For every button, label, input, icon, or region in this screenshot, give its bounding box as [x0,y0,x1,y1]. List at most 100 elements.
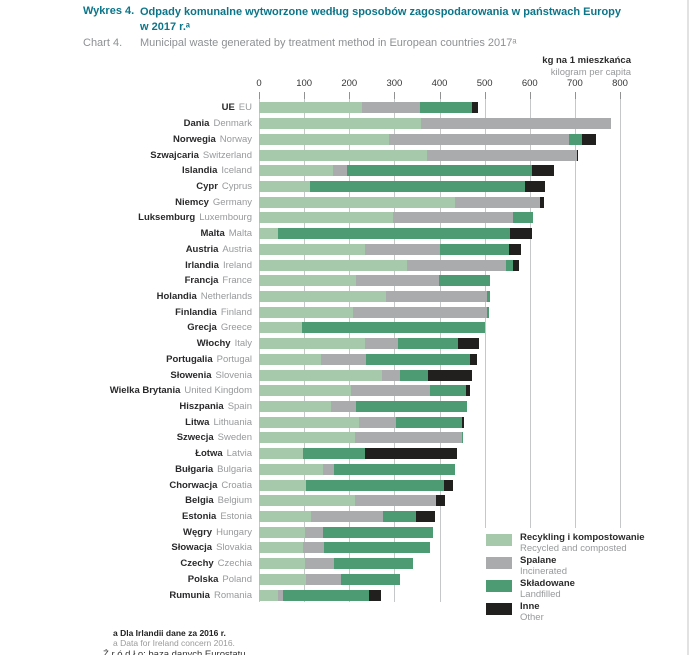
axis-tick-label: 0 [256,78,262,89]
bar-segment-recycled [259,212,394,224]
country-label-en: Slovenia [215,369,252,381]
bar-segment-other [364,448,457,460]
bar-segment-incinerated [352,306,488,318]
country-label-pl: Rumunia [169,589,210,601]
country-label-pl: Malta [200,228,225,240]
bar-segment-recycled [259,385,351,397]
country-label: Słowenia Slovenia [0,370,252,381]
axis-tick-label: 100 [296,78,313,89]
grid-line [529,99,531,528]
axis-tick-mark [529,92,531,99]
chart-row: Litwa Lithuania [0,414,660,430]
chart-row: Belgia Belgium [0,493,660,509]
country-label: Islandia Iceland [0,165,252,176]
legend-swatch-incinerated [486,557,512,569]
country-label: Polska Poland [0,574,252,585]
bar-segment-other [444,479,454,491]
bar-segment-recycled [259,228,278,240]
bar-segment-recycled [259,573,306,585]
country-label-en: Slovakia [216,542,252,554]
bar-segment-other [469,353,478,365]
chart-row: Malta Malta [0,226,660,242]
stacked-bar [259,196,545,208]
country-label-en: Switzerland [202,149,252,161]
bar-segment-incinerated [426,149,577,161]
country-label: Estonia Estonia [0,511,252,522]
bar-segment-recycled [259,275,357,287]
country-label: Litwa Lithuania [0,417,252,428]
chart-number-label-pl: Wykres 4. [83,5,135,17]
bar-segment-other [466,385,470,397]
country-label-en: Poland [222,573,252,585]
country-label-pl: Belgia [185,495,214,507]
grid-line [574,99,576,528]
country-label-pl: Portugalia [166,353,213,365]
axis-unit-label: kg na 1 mieszkańca kilogram per capita [542,55,631,79]
bar-segment-other [540,196,545,208]
legend-item: Inne Other [486,601,645,623]
stacked-bar [259,416,465,428]
chart-row: Francja France [0,273,660,289]
stacked-bar [259,448,457,460]
bar-segment-incinerated [407,259,506,271]
axis-tick-mark [259,92,260,99]
footnote-en: a Data for Ireland concern 2016. [113,638,235,648]
country-label: Luksemburg Luxembourg [0,212,252,223]
bar-segment-landfilled [420,102,473,114]
chart-row: Cypr Cyprus [0,179,660,195]
legend-label-pl: Spalane [520,555,557,566]
bar-segment-incinerated [304,558,335,570]
chart-row: Norwegia Norway [0,131,660,147]
bar-segment-landfilled [487,306,490,318]
bar-segment-landfilled [430,385,467,397]
chart-row: Austria Austria [0,241,660,257]
bar-segment-recycled [259,511,312,523]
country-label-en: Croatia [221,479,252,491]
bar-segment-incinerated [333,165,347,177]
grid-line [394,99,396,602]
bar-segment-recycled [259,432,355,444]
bar-segment-incinerated [420,118,611,130]
bar-segment-landfilled [324,542,430,554]
bar-segment-other [436,495,445,507]
chart-row: Szwecja Sweden [0,430,660,446]
legend-label-en: Landfilled [520,589,561,600]
country-label-en: Czechia [217,558,252,570]
bar-segment-landfilled [334,463,455,475]
stacked-bar [259,432,464,444]
country-label: Irlandia Ireland [0,260,252,271]
bar-segment-recycled [259,542,303,554]
bar-segment-incinerated [305,573,342,585]
country-label-pl: Łotwa [195,448,223,460]
chart-row: Włochy Italy [0,336,660,352]
chart-row: Czechy Czechia [0,556,660,572]
country-label-en: Germany [212,196,252,208]
country-label-pl: Szwajcaria [150,149,199,161]
country-label-en: Estonia [220,511,252,523]
country-label-en: Norway [219,133,252,145]
legend-label: Inne Other [520,601,544,623]
bar-segment-other [368,589,382,601]
bar-segment-incinerated [354,432,463,444]
country-label: Belgia Belgium [0,495,252,506]
bar-segment-other [525,180,546,192]
country-label-en: Sweden [217,432,252,444]
chart-row: Irlandia Ireland [0,257,660,273]
country-label-pl: Polska [187,573,219,585]
country-label-en: Greece [220,322,252,334]
country-label-en: Hungary [216,526,252,538]
bar-segment-landfilled [395,416,463,428]
country-label-en: Austria [222,243,252,255]
bar-segment-recycled [259,165,334,177]
axis-tick-label: 800 [612,78,628,89]
country-label-en: Finland [220,306,252,318]
country-label-pl: Litwa [185,416,210,428]
bar-segment-incinerated [365,243,441,255]
chart-row: Wielka Brytania United Kingdom [0,383,660,399]
chart-row: Chorwacja Croatia [0,477,660,493]
legend-swatch-recycled [486,534,512,546]
chart-row: Holandia Netherlands [0,289,660,305]
country-label: Węgry Hungary [0,527,252,538]
chart-title-pl-line2: w 2017 r.ᵃ [140,21,191,33]
country-label-en: Spain [227,401,252,413]
